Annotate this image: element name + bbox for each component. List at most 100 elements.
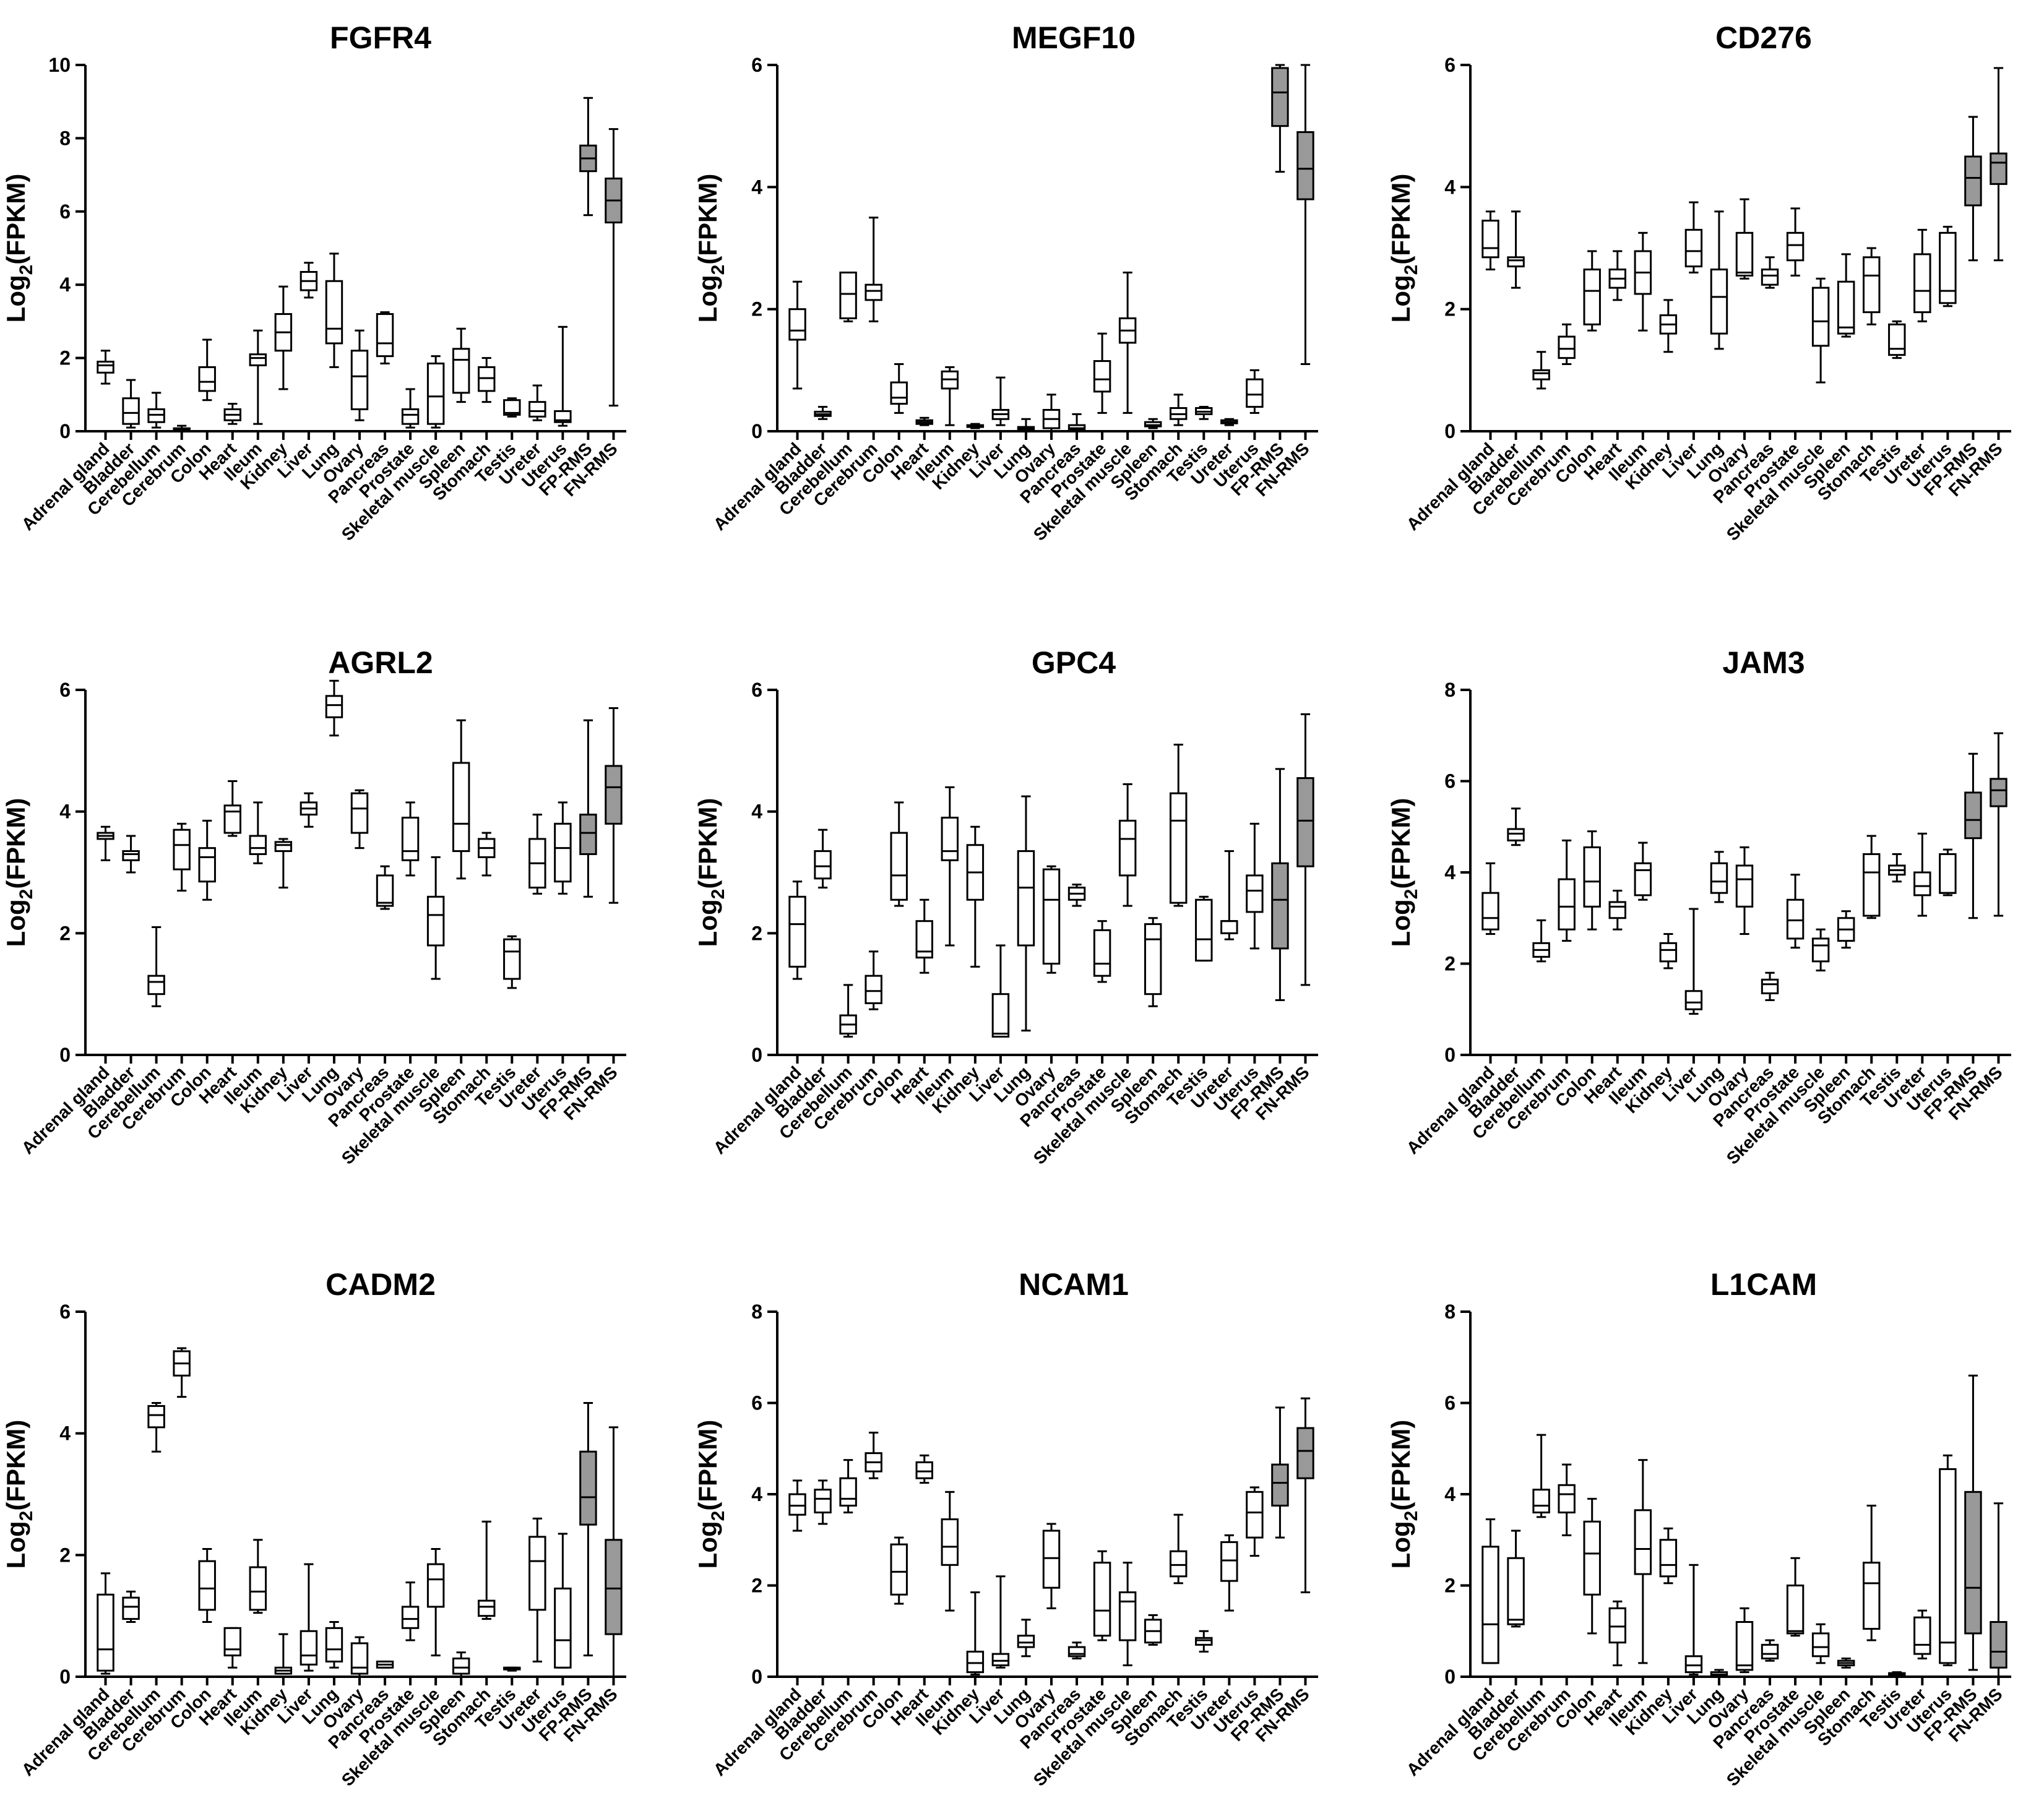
y-axis-label-suffix: (FPKM) [1386, 1420, 1415, 1511]
box-rect [1964, 1491, 1982, 1635]
box-ureter [528, 384, 546, 421]
box-colon [890, 801, 908, 907]
y-axis-label-prefix: Log [1, 1521, 30, 1568]
box-ovary [1735, 1607, 1754, 1674]
box-skeletal-muscle [1811, 277, 1830, 384]
box-rect [1296, 131, 1314, 200]
box-bladder [814, 406, 832, 420]
y-tick-label: 8 [1444, 679, 1455, 701]
box-rect [426, 362, 445, 425]
box-rect [1118, 1591, 1137, 1641]
box-rect [1684, 990, 1703, 1010]
chart-title: AGRL2 [328, 645, 433, 680]
y-axis-label: Log2(FPKM) [1, 174, 37, 323]
box-rect [579, 1450, 597, 1526]
box-rect [941, 1518, 959, 1566]
box-colon [890, 363, 908, 414]
box-skeletal-muscle [1811, 1623, 1830, 1664]
box-ileum [941, 1491, 959, 1612]
box-testis [1888, 1671, 1906, 1678]
box-rect [1964, 791, 1982, 840]
box-fn-rms [1296, 713, 1314, 986]
box-stomach [478, 357, 496, 403]
box-rect [198, 1560, 216, 1611]
box-kidney [966, 423, 985, 429]
box-skeletal-muscle [426, 856, 445, 980]
y-axis-label-prefix: Log [693, 275, 722, 322]
y-tick-label: 4 [751, 176, 762, 198]
box-ureter [1913, 832, 1931, 917]
box-prostate [401, 388, 420, 429]
box-rect [1093, 929, 1111, 977]
box-colon [1583, 830, 1601, 931]
box-rect [1042, 1529, 1061, 1589]
box-prostate [1093, 332, 1111, 414]
box-heart [223, 403, 241, 425]
y-tick-label: 4 [751, 1483, 762, 1505]
box-rect [1913, 253, 1931, 314]
chart-title: JAM3 [1722, 645, 1805, 680]
box-ileum [1634, 231, 1652, 332]
box-rect [1246, 874, 1264, 913]
box-ileum [941, 786, 959, 947]
box-adrenal-gland [1481, 1518, 1499, 1664]
box-ureter [1220, 850, 1238, 940]
box-rect [1684, 1655, 1703, 1674]
box-rect [1118, 819, 1137, 877]
box-rect [1786, 1585, 1805, 1635]
chart-title: GPC4 [1032, 645, 1116, 680]
box-rect [376, 874, 394, 907]
box-rect [1246, 1491, 1264, 1539]
box-pancreas [1067, 413, 1086, 432]
box-testis [1195, 406, 1213, 420]
box-cerebrum [173, 424, 191, 432]
box-fn-rms [1990, 1502, 2007, 1678]
box-stomach [478, 1520, 496, 1620]
box-spleen [1144, 418, 1162, 429]
y-axis-label-subscript: 2 [16, 889, 37, 900]
y-axis-label: Log2(FPKM) [693, 174, 728, 323]
box-heart [223, 780, 241, 837]
box-rect [325, 280, 343, 345]
box-lung [1017, 418, 1035, 432]
box-ovary [1042, 865, 1061, 974]
box-rect [1735, 1621, 1754, 1671]
box-colon [1583, 250, 1601, 332]
box-adrenal-gland [1481, 210, 1499, 271]
box-prostate [1093, 1550, 1111, 1641]
box-liver [1684, 1564, 1703, 1675]
y-tick-label: 4 [59, 1422, 71, 1445]
box-rect [1583, 269, 1601, 325]
box-stomach [1170, 1513, 1188, 1585]
box-rect [503, 938, 521, 980]
box-ureter [1913, 1609, 1931, 1659]
box-prostate [1786, 1557, 1805, 1637]
box-rect [1481, 220, 1499, 259]
box-stomach [1863, 835, 1881, 919]
box-fp-rms [1964, 116, 1982, 262]
box-rect [1507, 828, 1525, 841]
y-axis-label-subscript: 2 [708, 265, 728, 275]
box-rect [605, 1539, 623, 1635]
box-stomach [1863, 1504, 1881, 1641]
box-rect [788, 1493, 806, 1516]
y-tick-label: 8 [751, 1301, 762, 1323]
box-liver [1684, 201, 1703, 273]
box-cerebellum [147, 926, 165, 1007]
box-rect [503, 399, 521, 416]
box-testis [1195, 1630, 1213, 1653]
box-heart [915, 1454, 933, 1484]
box-cerebellum [147, 1402, 165, 1453]
box-rect [1296, 1427, 1314, 1479]
y-tick-label: 4 [751, 801, 762, 823]
box-bladder [122, 835, 140, 874]
box-rect [1990, 1621, 2007, 1669]
box-bladder [1507, 1529, 1525, 1628]
box-rect [890, 1543, 908, 1596]
box-rect [1786, 231, 1805, 262]
y-axis-label: Log2(FPKM) [1386, 1420, 1421, 1569]
